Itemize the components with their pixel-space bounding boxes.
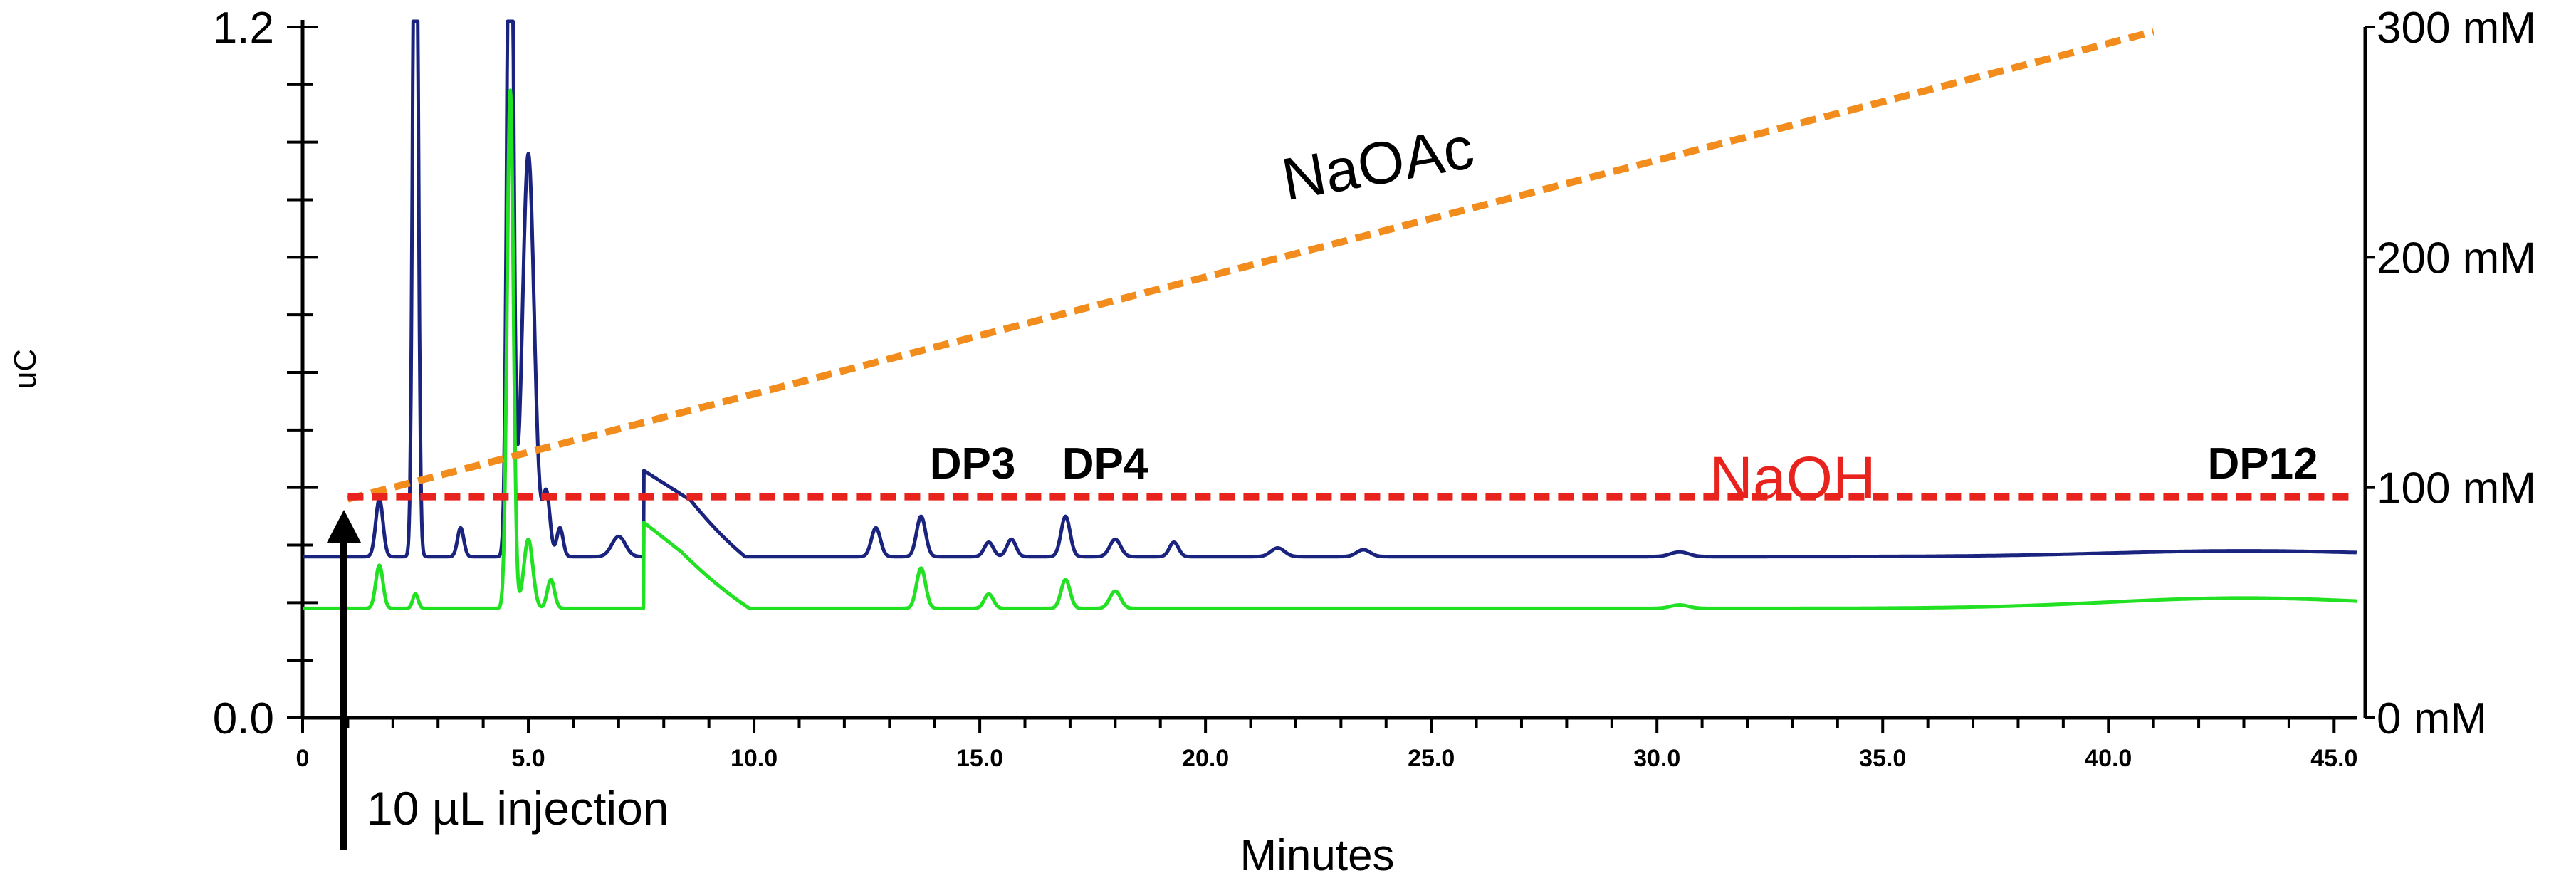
x-tick-label: 40.0 (2085, 745, 2132, 772)
x-tick-label: 10.0 (731, 745, 777, 772)
right-y-tick-label: 100 mM (2377, 464, 2536, 513)
injection-label: 10 µL injection (367, 782, 669, 835)
x-tick-label: 35.0 (1859, 745, 1906, 772)
right-y-ticks: 0 mM 100 mM 200 mM 300 mM (2365, 4, 2536, 743)
x-tick-label: 5.0 (511, 745, 545, 772)
dp3-label: DP3 (930, 439, 1016, 488)
gradient-naoac (347, 28, 2154, 503)
x-tick-label: 30.0 (1633, 745, 1680, 772)
right-y-tick-label: 200 mM (2377, 234, 2536, 283)
series-chromatogram-green (301, 88, 2358, 610)
dp12-label: DP12 (2207, 439, 2318, 488)
gradient-layer (347, 28, 2357, 503)
x-ticks: 0 5.0 10.0 15.0 20.0 25.0 30.0 35.0 40.0 45.0 (296, 718, 2357, 772)
right-y-tick-label: 0 mM (2377, 694, 2487, 743)
x-tick-label: 45.0 (2310, 745, 2357, 772)
naoac-label: NaOAc (1277, 114, 1478, 214)
left-y-tick-label: 1.2 (213, 4, 274, 53)
series-layer (301, 19, 2358, 610)
naoh-label: NaOH (1710, 444, 1875, 511)
x-axis-title: Minutes (1240, 831, 1394, 880)
left-y-tick-label: 0.0 (213, 694, 274, 743)
x-tick-label: 15.0 (956, 745, 1003, 772)
x-tick-label: 25.0 (1408, 745, 1455, 772)
dp4-label: DP4 (1062, 439, 1148, 488)
series-chromatogram-blue (301, 19, 2358, 559)
right-y-tick-label: 300 mM (2377, 4, 2536, 53)
x-tick-label: 0 (296, 745, 310, 772)
y-axis-title: uC (8, 349, 43, 389)
left-y-ticks: 0.0 1.2 (213, 4, 318, 743)
injection-arrow-head (327, 510, 361, 543)
x-tick-label: 20.0 (1182, 745, 1229, 772)
